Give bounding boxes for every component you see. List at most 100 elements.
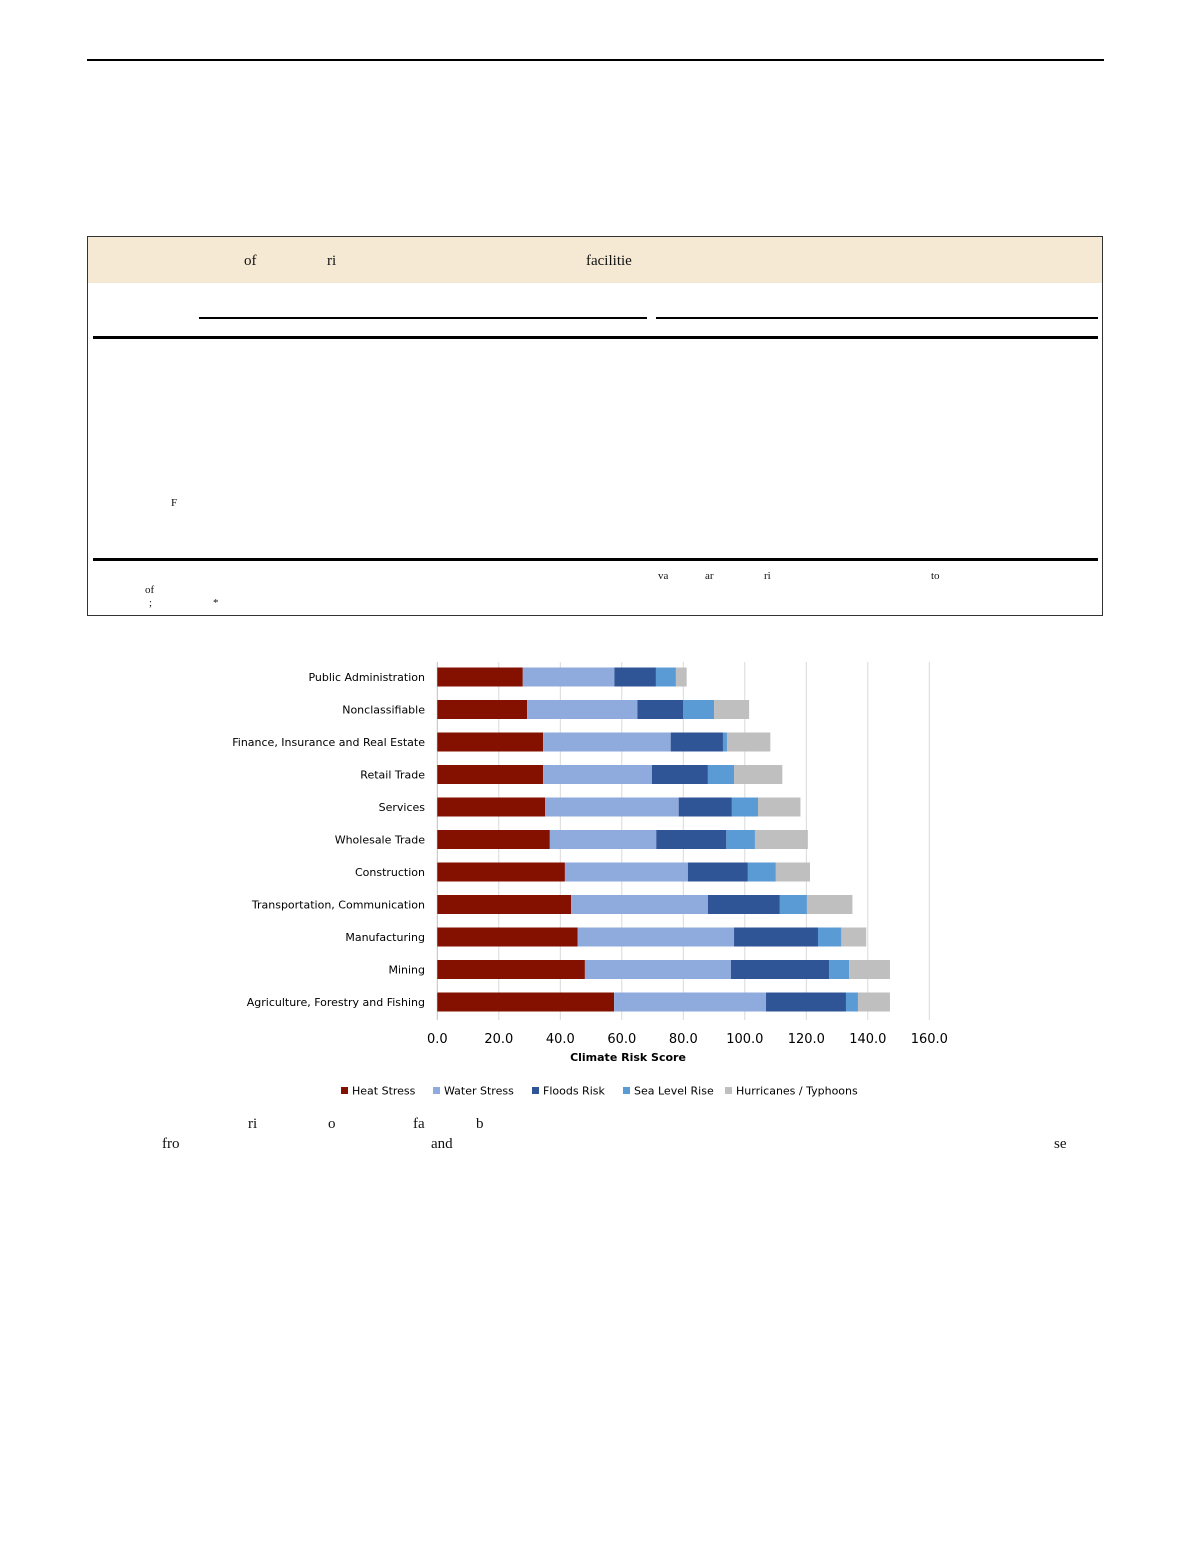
bar-segment-hurricanes-typhoons <box>714 700 750 719</box>
category-label: Finance, Insurance and Real Estate <box>232 736 425 749</box>
caption-fragment: b <box>476 1116 484 1132</box>
bar-segment-sea-level-rise <box>726 830 755 849</box>
category-label: Nonclassifiable <box>342 704 425 717</box>
bar-segment-sea-level-rise <box>655 667 676 687</box>
bar-segment-water-stress <box>614 992 767 1012</box>
bar-segment-sea-level-rise <box>747 862 776 882</box>
bar-segment-hurricanes-typhoons <box>734 765 783 784</box>
bar-segment-heat-stress <box>437 927 578 947</box>
bar-segment-sea-level-rise <box>722 732 727 752</box>
bar-segment-water-stress <box>571 895 708 914</box>
table-note-fragment: * <box>213 597 219 609</box>
legend-label: Hurricanes / Typhoons <box>736 1085 858 1098</box>
bar-segment-heat-stress <box>437 992 615 1012</box>
category-label: Manufacturing <box>345 931 425 944</box>
bar-segment-hurricanes-typhoons <box>758 797 801 817</box>
bar-segment-hurricanes-typhoons <box>775 862 810 882</box>
bar-segment-water-stress <box>549 830 657 849</box>
legend-label: Water Stress <box>444 1085 514 1098</box>
bar-segment-water-stress <box>543 732 671 752</box>
legend-swatch <box>532 1087 539 1094</box>
bar-segment-hurricanes-typhoons <box>675 667 687 687</box>
bar-segment-sea-level-rise <box>682 700 715 719</box>
column-group-rule-left <box>199 317 647 319</box>
x-tick-label: 160.0 <box>911 1032 948 1047</box>
bar-segment-hurricanes-typhoons <box>857 992 890 1012</box>
table-note-fragment: of <box>145 584 155 596</box>
bar-segment-sea-level-rise <box>845 992 858 1012</box>
caption-fragment: ri <box>248 1116 258 1132</box>
category-label: Agriculture, Forestry and Fishing <box>247 996 425 1009</box>
bar-segment-water-stress <box>584 960 731 979</box>
bar-segment-heat-stress <box>437 862 565 882</box>
bar-segment-sea-level-rise <box>817 927 842 947</box>
bar-segment-hurricanes-typhoons <box>726 732 771 752</box>
bar-segment-water-stress <box>522 667 615 687</box>
legend-swatch <box>341 1087 348 1094</box>
table: of ri facilitie F va ar ri to of ; * <box>87 236 1103 616</box>
caption-fragment: and <box>431 1136 453 1152</box>
bar-segment-sea-level-rise <box>731 797 759 817</box>
bar-segment-heat-stress <box>437 960 585 979</box>
bar-segment-hurricanes-typhoons <box>754 830 808 849</box>
bar-segment-water-stress <box>564 862 688 882</box>
bar-segment-hurricanes-typhoons <box>849 960 890 979</box>
table-note-fragment: ri <box>764 570 771 582</box>
category-label: Mining <box>388 964 425 977</box>
table-note-fragment: va <box>658 570 669 582</box>
caption-fragment: fro <box>162 1136 180 1152</box>
legend-swatch <box>623 1087 630 1094</box>
bar-segment-sea-level-rise <box>779 895 807 914</box>
table-title-band <box>88 237 1102 283</box>
bar-segment-hurricanes-typhoons <box>806 895 853 914</box>
bar-segment-sea-level-rise <box>829 960 850 979</box>
bar-segment-water-stress <box>543 765 652 784</box>
bar-segment-floods-risk <box>637 700 683 719</box>
bar-segment-floods-risk <box>707 895 780 914</box>
bar-segment-floods-risk <box>678 797 732 817</box>
category-label: Transportation, Communication <box>251 899 425 912</box>
bar-segment-floods-risk <box>766 992 846 1012</box>
x-tick-label: 120.0 <box>788 1032 825 1047</box>
category-label: Public Administration <box>308 671 425 684</box>
x-tick-label: 80.0 <box>669 1032 698 1047</box>
category-label: Services <box>379 801 426 814</box>
table-title-fragment: ri <box>327 253 337 269</box>
table-note-fragment: to <box>931 570 940 582</box>
category-label: Construction <box>355 866 425 879</box>
category-label: Wholesale Trade <box>335 834 426 847</box>
bar-segment-floods-risk <box>651 765 708 784</box>
x-tick-label: 140.0 <box>849 1032 886 1047</box>
caption-fragment: se <box>1054 1136 1067 1152</box>
bar-segment-floods-risk <box>670 732 723 752</box>
bar-segment-floods-risk <box>614 667 656 687</box>
caption-fragment: fa <box>413 1116 425 1132</box>
table-bottom-rule <box>93 558 1098 561</box>
table-note-fragment: ar <box>705 570 714 582</box>
bar-segment-sea-level-rise <box>707 765 735 784</box>
table-title-fragment: facilitie <box>586 253 632 269</box>
top-page-rule <box>87 59 1104 61</box>
bar-segment-heat-stress <box>437 797 546 817</box>
legend-label: Heat Stress <box>352 1085 416 1098</box>
bar-segment-floods-risk <box>687 862 748 882</box>
x-tick-label: 20.0 <box>484 1032 513 1047</box>
table-title-fragment: of <box>244 253 257 269</box>
x-tick-label: 60.0 <box>607 1032 636 1047</box>
x-tick-label: 40.0 <box>546 1032 575 1047</box>
legend-swatch <box>433 1087 440 1094</box>
bar-segment-heat-stress <box>437 667 523 687</box>
bar-segment-floods-risk <box>730 960 830 979</box>
table-note-fragment: ; <box>149 597 153 609</box>
bar-segment-water-stress <box>527 700 638 719</box>
bar-segment-heat-stress <box>437 895 572 914</box>
table-body-fragment: F <box>171 497 178 509</box>
bar-segment-heat-stress <box>437 732 544 752</box>
x-axis-label: Climate Risk Score <box>570 1051 686 1064</box>
bar-segment-water-stress <box>577 927 735 947</box>
bar-segment-hurricanes-typhoons <box>841 927 867 947</box>
header-bottom-rule <box>93 336 1098 339</box>
category-label: Retail Trade <box>360 769 425 782</box>
legend-label: Sea Level Rise <box>634 1085 714 1098</box>
